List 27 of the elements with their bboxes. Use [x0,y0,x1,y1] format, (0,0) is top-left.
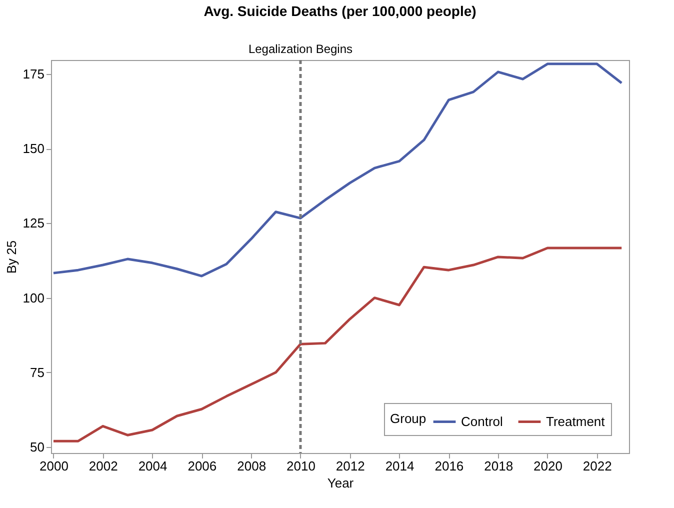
x-tick-label: 2002 [88,458,118,474]
x-axis-title: Year [327,476,354,490]
y-tick-label: 75 [30,364,44,380]
x-tick-label: 2006 [188,458,217,474]
x-tick-label: 2010 [286,458,316,474]
ref-line-label: Legalization Begins [248,42,353,56]
x-tick-label: 2014 [385,458,414,474]
y-tick-label: 175 [22,66,44,82]
chart-title: Avg. Suicide Deaths (per 100,000 people) [204,3,476,19]
x-tick-label: 2016 [434,458,464,474]
y-axis-title: By 25 [4,240,19,274]
x-tick-label: 2018 [484,458,514,474]
line-series [52,62,623,278]
x-tick-label: 2004 [138,458,168,474]
line-series [52,246,623,442]
legend-label: Control [461,414,504,429]
x-tick-label: 2000 [40,458,68,474]
legend-label: Treatment [546,414,606,429]
y-tick-label: 125 [22,216,44,231]
x-tick-label: 2012 [336,458,365,474]
x-tick-label: 2020 [534,458,562,474]
x-tick-label: 2008 [237,458,266,474]
x-tick-label: 2022 [582,458,612,474]
y-tick-label: 150 [22,141,44,156]
legend-title: Group [390,411,426,426]
y-tick-label: 100 [22,290,44,306]
y-tick-label: 50 [30,440,44,455]
